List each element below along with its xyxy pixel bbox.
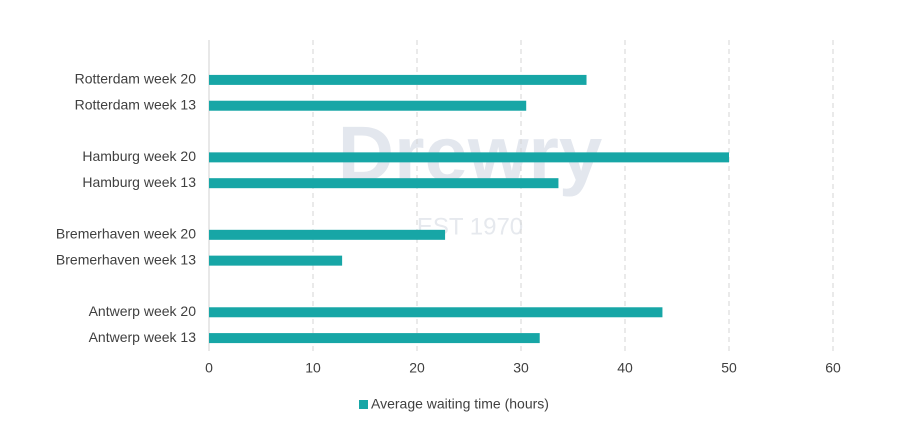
bar xyxy=(209,255,343,266)
x-tick-label: 30 xyxy=(513,360,529,376)
bar xyxy=(209,178,559,189)
bar xyxy=(209,152,729,163)
bar xyxy=(209,100,527,111)
x-tick-label: 10 xyxy=(305,360,321,376)
y-tick-label: Hamburg week 20 xyxy=(82,148,196,164)
y-tick-label: Antwerp week 20 xyxy=(89,303,197,319)
x-tick-label: 50 xyxy=(721,360,737,376)
y-tick-label: Antwerp week 13 xyxy=(89,329,197,345)
legend-swatch xyxy=(359,400,368,409)
x-tick-label: 0 xyxy=(205,360,213,376)
y-tick-label: Rotterdam week 13 xyxy=(75,96,197,112)
bar xyxy=(209,74,587,85)
x-tick-label: 60 xyxy=(825,360,841,376)
y-tick-label: Bremerhaven week 13 xyxy=(56,251,196,267)
y-tick-label: Hamburg week 13 xyxy=(82,174,196,190)
x-tick-label: 40 xyxy=(617,360,633,376)
legend-label: Average waiting time (hours) xyxy=(371,396,549,412)
bar xyxy=(209,307,663,318)
x-tick-label: 20 xyxy=(409,360,425,376)
y-tick-label: Rotterdam week 20 xyxy=(75,71,197,87)
bar xyxy=(209,333,540,344)
y-tick-label: Bremerhaven week 20 xyxy=(56,226,196,242)
bar xyxy=(209,229,446,240)
